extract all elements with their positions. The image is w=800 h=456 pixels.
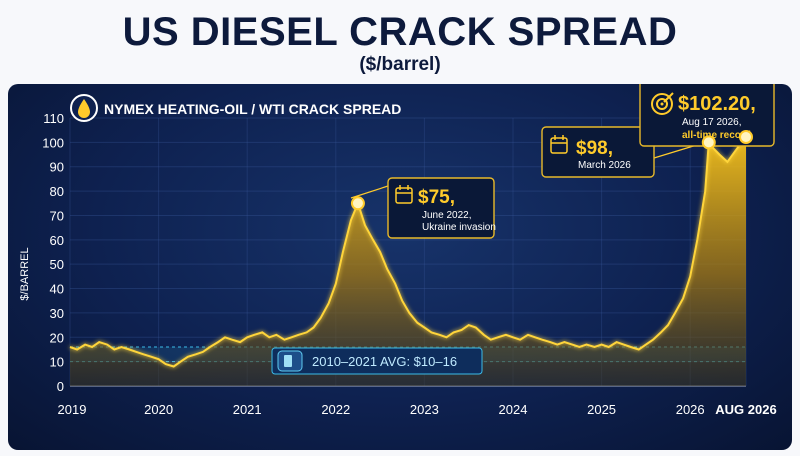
annotation-march-value: $98,	[576, 138, 613, 159]
header: US DIESEL CRACK SPREAD ($/barrel)	[0, 0, 800, 80]
annotation-march-line1: March 2026	[578, 160, 631, 171]
series-line	[69, 136, 747, 368]
band-label-box	[271, 347, 483, 375]
annotation-marker-0	[350, 196, 365, 211]
series-area	[70, 137, 746, 386]
y-tick-label: 100	[42, 135, 64, 150]
y-tick-label: 10	[50, 355, 64, 370]
x-tick-label: 2020	[144, 402, 173, 417]
y-tick-label: 60	[50, 233, 64, 248]
annotation-record-line1: Aug 17 2026,	[682, 117, 742, 128]
x-tick-label: 2019	[58, 402, 87, 417]
annotation-marker-2	[739, 130, 753, 145]
chart-title-group: NYMEX HEATING-OIL / WTI CRACK SPREAD	[70, 94, 401, 122]
fuel-pump-icon-body	[284, 355, 292, 367]
y-tick-label: 90	[50, 160, 64, 175]
annotation-record-line2: all-time record	[682, 130, 751, 141]
chart-panel: 0 10 20 30 40 50 60 70 80 90 100 110 2019 2020 2021 20…	[8, 84, 792, 450]
y-tick-label: 40	[50, 282, 64, 297]
y-tick-label: 30	[50, 306, 64, 321]
x-tick-label: 2025	[587, 402, 616, 417]
annotation-2022: $75, June 2022, Ukraine invasion	[350, 177, 496, 239]
chart-title: NYMEX HEATING-OIL / WTI CRACK SPREAD	[104, 101, 401, 117]
y-tick-label: 20	[50, 330, 64, 345]
calendar-icon	[550, 135, 568, 154]
annotation-2022-line1: June 2022,	[422, 210, 472, 221]
band-label-group: 2010–2021 AVG: $10–16	[271, 347, 483, 375]
band-label: 2010–2021 AVG: $10–16	[312, 354, 457, 369]
annotation-markers	[350, 130, 753, 211]
annotation-2022-value: $75,	[418, 187, 455, 208]
x-tick-label: 2023	[410, 402, 439, 417]
y-tick-label: 50	[50, 257, 64, 272]
x-tick-label: 2022	[321, 402, 350, 417]
y-tick-label: 80	[50, 184, 64, 199]
y-tick-label: 0	[57, 379, 64, 394]
annotation-2026-march: $98, March 2026	[541, 126, 701, 178]
x-tick-label: 2026	[676, 402, 705, 417]
y-tick-labels: 0 10 20 30 40 50 60 70 80 90 100 110	[42, 111, 64, 394]
annotation-march-box	[541, 126, 655, 178]
annotation-2026-record: $102.20, Aug 17 2026, all-time record	[639, 84, 775, 147]
page-title: US DIESEL CRACK SPREAD	[122, 10, 678, 54]
page-subtitle: ($/barrel)	[359, 54, 441, 75]
target-icon	[651, 92, 674, 115]
x-tick-label: 2021	[233, 402, 262, 417]
x-tick-label: AUG 2026	[715, 402, 776, 417]
y-tick-label: 110	[43, 111, 64, 126]
y-axis-label: $/BARREL	[19, 247, 31, 300]
x-tick-label: 2024	[499, 402, 528, 417]
calendar-icon	[395, 185, 413, 204]
annotation-2022-box	[387, 177, 495, 239]
oil-drop-icon	[78, 99, 90, 118]
x-tick-labels: 2019 2020 2021 2022 2023 2024 2025 2026 AUG 2026	[58, 402, 777, 417]
y-tick-label: 70	[50, 208, 64, 223]
annotation-marker-1	[701, 135, 716, 150]
annotation-2022-leader	[350, 185, 389, 199]
annotation-2022-line2: Ukraine invasion	[422, 222, 496, 233]
annotation-record-value: $102.20,	[678, 93, 756, 115]
